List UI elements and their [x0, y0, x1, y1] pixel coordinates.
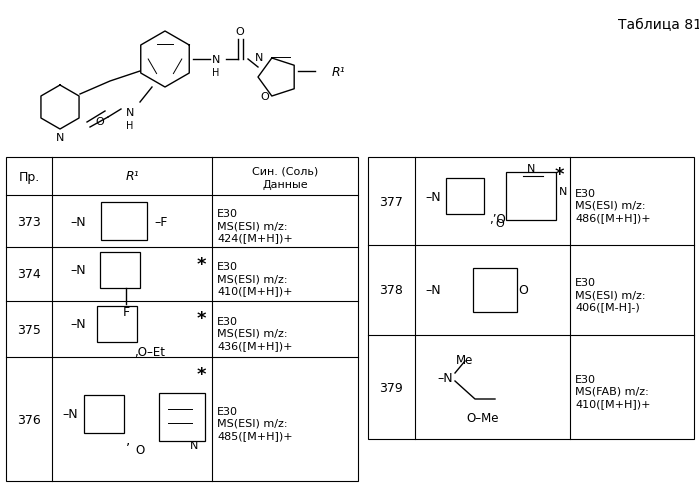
Text: 410([M+H])+: 410([M+H])+: [217, 286, 292, 295]
Text: 410([M+H])+: 410([M+H])+: [575, 398, 651, 408]
Text: O–Me: O–Me: [467, 410, 499, 424]
Text: E30: E30: [575, 189, 596, 198]
Bar: [446, 179, 484, 214]
Text: ,’O: ,’O: [489, 213, 506, 226]
Text: O: O: [518, 284, 528, 297]
Bar: [368, 158, 694, 439]
Text: N: N: [212, 55, 220, 65]
Text: Син. (Соль): Син. (Соль): [252, 166, 318, 177]
Text: 424([M+H])+: 424([M+H])+: [217, 232, 293, 242]
Bar: [97, 306, 137, 342]
Text: O: O: [96, 117, 104, 127]
Text: N: N: [255, 53, 264, 63]
Text: *: *: [196, 256, 206, 273]
Text: *: *: [196, 309, 206, 327]
Bar: [6, 158, 358, 481]
Text: E30: E30: [575, 277, 596, 287]
Text: N: N: [559, 187, 567, 197]
Text: 373: 373: [17, 215, 41, 228]
Text: –N: –N: [70, 264, 85, 277]
Text: R¹: R¹: [331, 65, 345, 78]
Text: N: N: [190, 440, 199, 450]
Text: E30: E30: [217, 317, 238, 326]
Bar: [100, 253, 140, 288]
Text: MS(ESI) m/z:: MS(ESI) m/z:: [575, 289, 645, 300]
Text: N: N: [527, 164, 535, 174]
Text: 374: 374: [17, 268, 41, 281]
Text: –N: –N: [437, 371, 453, 384]
Text: –F: –F: [154, 215, 167, 228]
Text: MS(ESI) m/z:: MS(ESI) m/z:: [217, 273, 287, 284]
Text: N: N: [56, 133, 64, 143]
Text: MS(ESI) m/z:: MS(ESI) m/z:: [217, 221, 287, 230]
Text: H: H: [127, 121, 134, 131]
Text: R¹: R¹: [125, 170, 139, 183]
Text: MS(FAB) m/z:: MS(FAB) m/z:: [575, 386, 649, 396]
Text: 379: 379: [379, 381, 403, 393]
Text: MS(ESI) m/z:: MS(ESI) m/z:: [217, 328, 287, 338]
Text: O: O: [136, 442, 145, 455]
Text: H: H: [212, 68, 219, 78]
Text: Таблица 81: Таблица 81: [618, 18, 699, 32]
Text: 378: 378: [379, 284, 403, 297]
Text: N: N: [126, 108, 134, 118]
Bar: [84, 395, 124, 433]
Text: 486([M+H])+: 486([M+H])+: [575, 212, 651, 223]
Text: *: *: [196, 365, 206, 383]
Text: –N: –N: [425, 190, 440, 203]
Text: E30: E30: [217, 261, 238, 272]
Text: F: F: [122, 306, 129, 319]
Text: 485([M+H])+: 485([M+H])+: [217, 430, 293, 440]
Text: –N: –N: [70, 215, 85, 228]
Text: 406([M-H]-): 406([M-H]-): [575, 302, 640, 311]
Text: Пр.: Пр.: [18, 170, 40, 183]
Text: –N: –N: [425, 284, 440, 297]
Text: O: O: [261, 92, 269, 102]
Text: ,: ,: [126, 432, 130, 446]
Text: E30: E30: [217, 406, 238, 416]
Text: 377: 377: [379, 195, 403, 208]
Text: MS(ESI) m/z:: MS(ESI) m/z:: [575, 200, 645, 211]
Text: 376: 376: [17, 413, 41, 425]
Text: ,O–Et: ,O–Et: [134, 345, 165, 358]
Text: O: O: [496, 219, 505, 228]
Text: MS(ESI) m/z:: MS(ESI) m/z:: [217, 418, 287, 428]
Text: –N: –N: [62, 408, 78, 421]
Text: Данные: Данные: [262, 180, 308, 190]
Text: E30: E30: [217, 209, 238, 219]
Text: *: *: [554, 166, 564, 183]
Text: 436([M+H])+: 436([M+H])+: [217, 340, 292, 350]
Bar: [473, 269, 517, 312]
Bar: [101, 203, 147, 241]
Text: 375: 375: [17, 323, 41, 336]
Text: –N: –N: [70, 318, 85, 331]
Text: Me: Me: [456, 353, 474, 366]
Bar: [506, 173, 556, 221]
Bar: [159, 393, 205, 441]
Text: O: O: [236, 27, 245, 37]
Text: E30: E30: [575, 374, 596, 384]
